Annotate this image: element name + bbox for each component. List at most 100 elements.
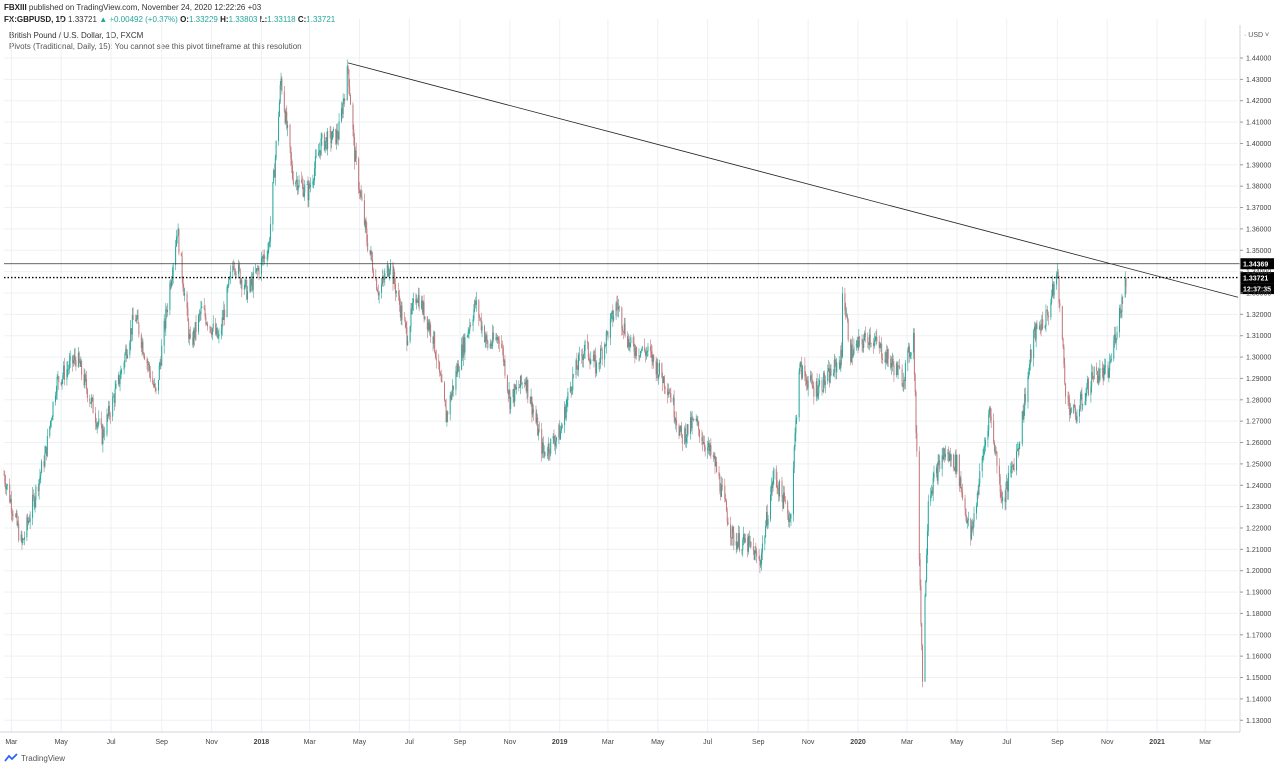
candle <box>405 321 407 334</box>
candle <box>332 126 334 138</box>
candle <box>1019 440 1021 450</box>
candle-body <box>812 385 814 388</box>
candle <box>515 379 517 395</box>
candle-body <box>725 500 727 512</box>
candle-body <box>224 309 226 318</box>
candle <box>967 511 969 527</box>
candle-body <box>5 485 7 490</box>
candle <box>341 103 343 119</box>
candle <box>1063 344 1065 369</box>
candle <box>913 328 915 382</box>
candle-body <box>131 315 133 335</box>
candle <box>1073 404 1075 414</box>
candle-body <box>898 365 900 367</box>
candle-body <box>956 454 958 472</box>
candle <box>435 349 437 369</box>
tradingview-logo-icon[interactable] <box>4 753 18 763</box>
candle <box>297 185 299 195</box>
candle-body <box>1080 394 1082 400</box>
candle <box>587 341 589 361</box>
candle-body <box>308 183 310 201</box>
candle-body <box>686 424 688 438</box>
candle-body <box>298 179 300 187</box>
candle-body <box>147 362 149 366</box>
candle-body <box>577 369 579 371</box>
chart-header: FBXIII published on TradingView.com, Nov… <box>4 2 335 26</box>
candle <box>931 484 933 498</box>
candle-body <box>422 302 424 313</box>
candle-body <box>354 150 356 162</box>
candle-body <box>647 346 649 352</box>
candle <box>228 278 230 288</box>
x-tick-label: Jul <box>405 739 414 746</box>
candle-body <box>709 445 711 452</box>
candle-body <box>554 441 556 447</box>
candle-body <box>313 180 315 182</box>
candle-body <box>189 334 191 339</box>
candle <box>1119 304 1121 319</box>
candle-body <box>513 389 515 402</box>
candlestick-series <box>3 59 1127 688</box>
candle <box>784 495 786 505</box>
countdown-label-bg <box>1240 283 1274 295</box>
candle-body <box>367 242 369 251</box>
candle-body <box>816 381 818 397</box>
y-tick-label: 1.15000 <box>1246 675 1271 682</box>
candle-body <box>689 417 691 434</box>
candle-body <box>566 399 568 406</box>
candle <box>811 372 813 390</box>
candle <box>864 330 866 342</box>
candle-body <box>920 585 922 624</box>
candle-body <box>412 302 414 310</box>
x-tick-label: Sep <box>454 739 467 746</box>
candle <box>497 336 499 349</box>
candle-body <box>498 341 500 344</box>
candle-body <box>604 344 606 360</box>
candle <box>834 355 836 367</box>
y-tick-label: 1.14000 <box>1246 696 1271 703</box>
candle-body <box>135 319 137 322</box>
candle <box>324 141 326 153</box>
candle-body <box>193 330 195 345</box>
candle-body <box>810 375 812 379</box>
candle-body <box>171 280 173 287</box>
candle-body <box>1006 480 1008 489</box>
candle <box>281 76 283 95</box>
candle <box>332 130 334 140</box>
candle <box>708 440 710 456</box>
candle <box>23 538 25 541</box>
candle <box>600 341 602 351</box>
candle-body <box>1121 296 1123 313</box>
candle-body <box>153 383 155 387</box>
candle-body <box>844 293 846 311</box>
candle <box>3 469 5 476</box>
candle <box>636 346 638 360</box>
brand-name[interactable]: TradingView <box>21 753 66 763</box>
candle-body <box>135 318 137 322</box>
candle <box>223 301 225 321</box>
candle <box>743 533 745 544</box>
candle-body <box>487 340 489 348</box>
candle-body <box>117 375 119 384</box>
candle-body <box>220 329 222 335</box>
candle-body <box>601 349 603 360</box>
candle <box>731 524 733 547</box>
candle-body <box>435 357 437 361</box>
candle-body <box>857 340 859 348</box>
candle-body <box>995 450 997 452</box>
candle-body <box>63 365 65 376</box>
candle <box>136 309 138 320</box>
candle-body <box>1007 480 1009 492</box>
y-tick-label: 1.21000 <box>1246 547 1271 554</box>
candle-body <box>1107 365 1109 378</box>
candle-body <box>1058 276 1060 304</box>
candle-body <box>256 268 258 270</box>
candle <box>367 234 369 253</box>
candle <box>890 356 892 375</box>
candle <box>200 300 202 321</box>
candle-body <box>79 361 81 367</box>
publisher-name[interactable]: FBXIII <box>4 3 27 12</box>
candle <box>52 401 54 421</box>
candle <box>1017 447 1019 458</box>
